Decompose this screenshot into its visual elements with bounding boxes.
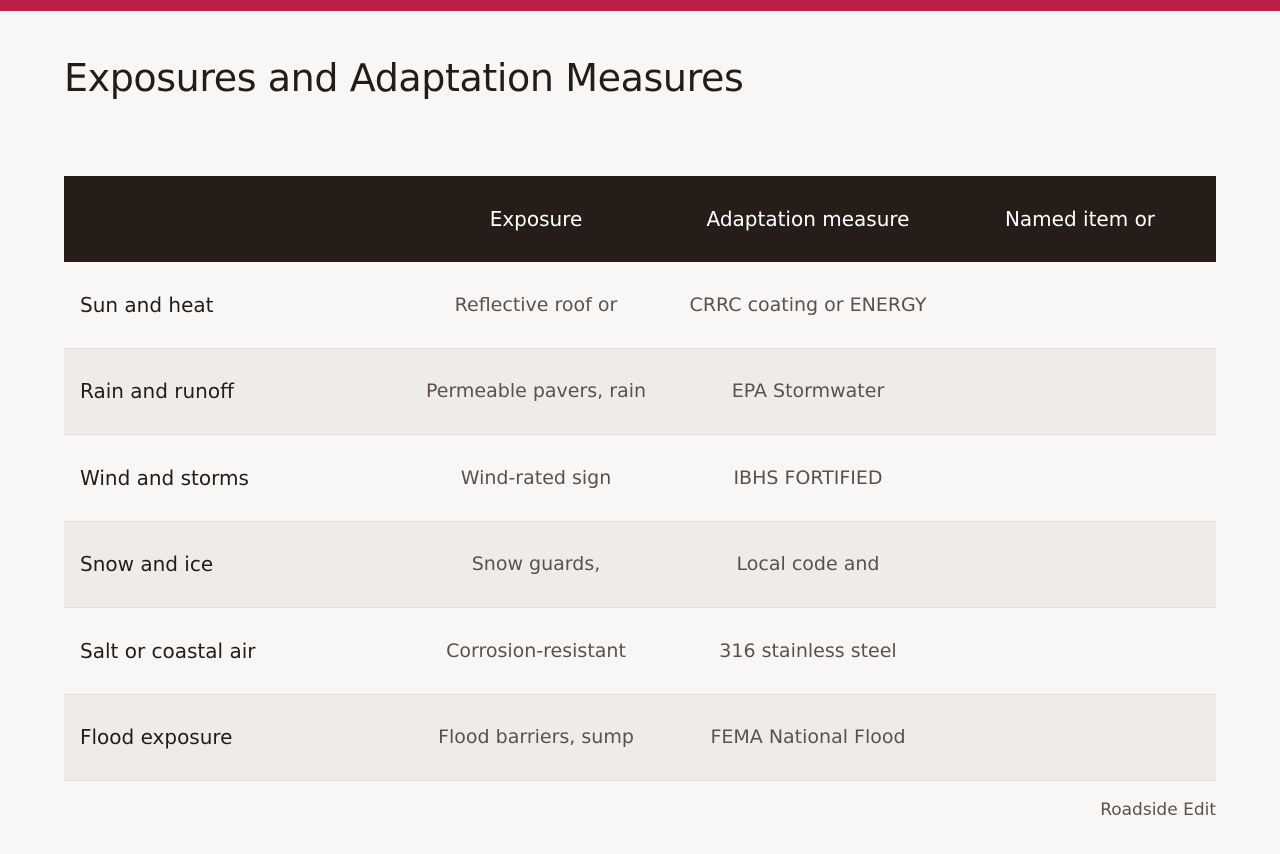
row-exposure: Wind-rated sign xyxy=(460,466,612,489)
row-adaptation-measure: EPA Stormwater xyxy=(731,380,885,403)
table-row: Salt or coastal air Corrosion-resistant … xyxy=(64,608,1216,695)
row-category: Wind and storms xyxy=(80,465,249,490)
row-adaptation-measure: CRRC coating or ENERGY xyxy=(689,293,927,316)
table-row: Rain and runoff Permeable pavers, rain E… xyxy=(64,348,1216,435)
row-category: Flood exposure xyxy=(80,725,233,750)
table-row: Flood exposure Flood barriers, sump FEMA… xyxy=(64,694,1216,781)
row-exposure: Flood barriers, sump xyxy=(438,726,634,749)
row-adaptation-measure: Local code and xyxy=(736,553,880,576)
table-row: Sun and heat Reflective roof or CRRC coa… xyxy=(64,262,1216,349)
exposures-table: Exposure Adaptation measure Named item o… xyxy=(64,176,1216,781)
header-cell-adaptation-measure: Adaptation measure xyxy=(706,207,910,231)
table-header-row: Exposure Adaptation measure Named item o… xyxy=(64,176,1216,262)
page-title: Exposures and Adaptation Measures xyxy=(64,56,744,100)
table-row: Wind and storms Wind-rated sign IBHS FOR… xyxy=(64,435,1216,522)
row-category: Snow and ice xyxy=(80,552,214,577)
header-cell-named-item: Named item or xyxy=(1004,207,1156,231)
row-category: Rain and runoff xyxy=(80,379,234,404)
row-adaptation-measure: FEMA National Flood xyxy=(710,726,906,749)
table-row: Snow and ice Snow guards, Local code and xyxy=(64,521,1216,608)
row-exposure: Corrosion-resistant xyxy=(446,639,626,662)
row-category: Sun and heat xyxy=(80,292,214,317)
brand-footer: Roadside Edit xyxy=(1100,800,1216,820)
row-category: Salt or coastal air xyxy=(80,638,256,663)
row-exposure: Snow guards, xyxy=(471,553,601,576)
header-cell-exposure: Exposure xyxy=(489,207,583,231)
row-adaptation-measure: IBHS FORTIFIED xyxy=(733,466,883,489)
row-exposure: Reflective roof or xyxy=(454,293,618,316)
row-adaptation-measure: 316 stainless steel xyxy=(719,639,897,662)
row-exposure: Permeable pavers, rain xyxy=(425,380,647,403)
accent-top-bar xyxy=(0,0,1280,11)
